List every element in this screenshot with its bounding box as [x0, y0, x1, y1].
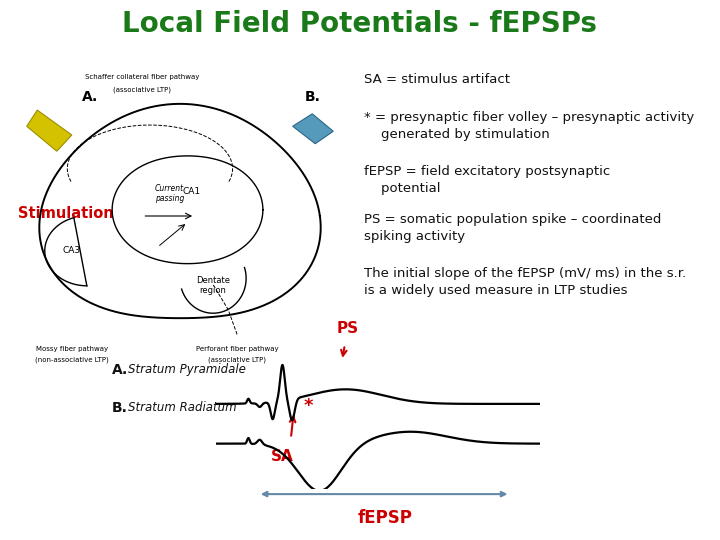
- Text: A.: A.: [81, 90, 98, 104]
- Text: PS = somatic population spike – coordinated
spiking activity: PS = somatic population spike – coordina…: [364, 213, 661, 244]
- Text: CA1: CA1: [183, 186, 201, 195]
- Text: The initial slope of the fEPSP (mV/ ms) in the s.r.
is a widely used measure in : The initial slope of the fEPSP (mV/ ms) …: [364, 267, 685, 298]
- Text: (non-associative LTP): (non-associative LTP): [35, 357, 109, 363]
- Text: CA3: CA3: [63, 246, 81, 255]
- Text: (associative LTP): (associative LTP): [114, 86, 171, 93]
- Text: A.: A.: [112, 363, 128, 377]
- Text: Local Field Potentials - fEPSPs: Local Field Potentials - fEPSPs: [122, 10, 598, 38]
- Text: Stratum Pyramidale: Stratum Pyramidale: [128, 363, 246, 376]
- Text: fEPSP: fEPSP: [358, 509, 413, 526]
- Text: Stimulation: Stimulation: [18, 206, 114, 221]
- Text: SA: SA: [271, 449, 294, 464]
- Text: Perforant fiber pathway: Perforant fiber pathway: [196, 346, 279, 352]
- Text: Stratum Radiatum: Stratum Radiatum: [128, 401, 237, 414]
- Text: *: *: [303, 397, 313, 415]
- Polygon shape: [293, 114, 333, 144]
- Text: Mossy fiber pathway: Mossy fiber pathway: [36, 346, 108, 352]
- Text: Current
passing: Current passing: [155, 184, 184, 203]
- Text: B.: B.: [112, 401, 127, 415]
- Text: (associative LTP): (associative LTP): [208, 357, 266, 363]
- Text: SA = stimulus artifact: SA = stimulus artifact: [364, 73, 510, 86]
- Text: B.: B.: [305, 90, 320, 104]
- Text: * = presynaptic fiber volley – presynaptic activity
    generated by stimulation: * = presynaptic fiber volley – presynapt…: [364, 111, 694, 141]
- Polygon shape: [27, 110, 72, 151]
- Text: Dentate
region: Dentate region: [196, 276, 230, 295]
- Text: PS: PS: [337, 321, 359, 336]
- Text: Schaffer collateral fiber pathway: Schaffer collateral fiber pathway: [85, 74, 199, 80]
- Text: fEPSP = field excitatory postsynaptic
    potential: fEPSP = field excitatory postsynaptic po…: [364, 165, 610, 195]
